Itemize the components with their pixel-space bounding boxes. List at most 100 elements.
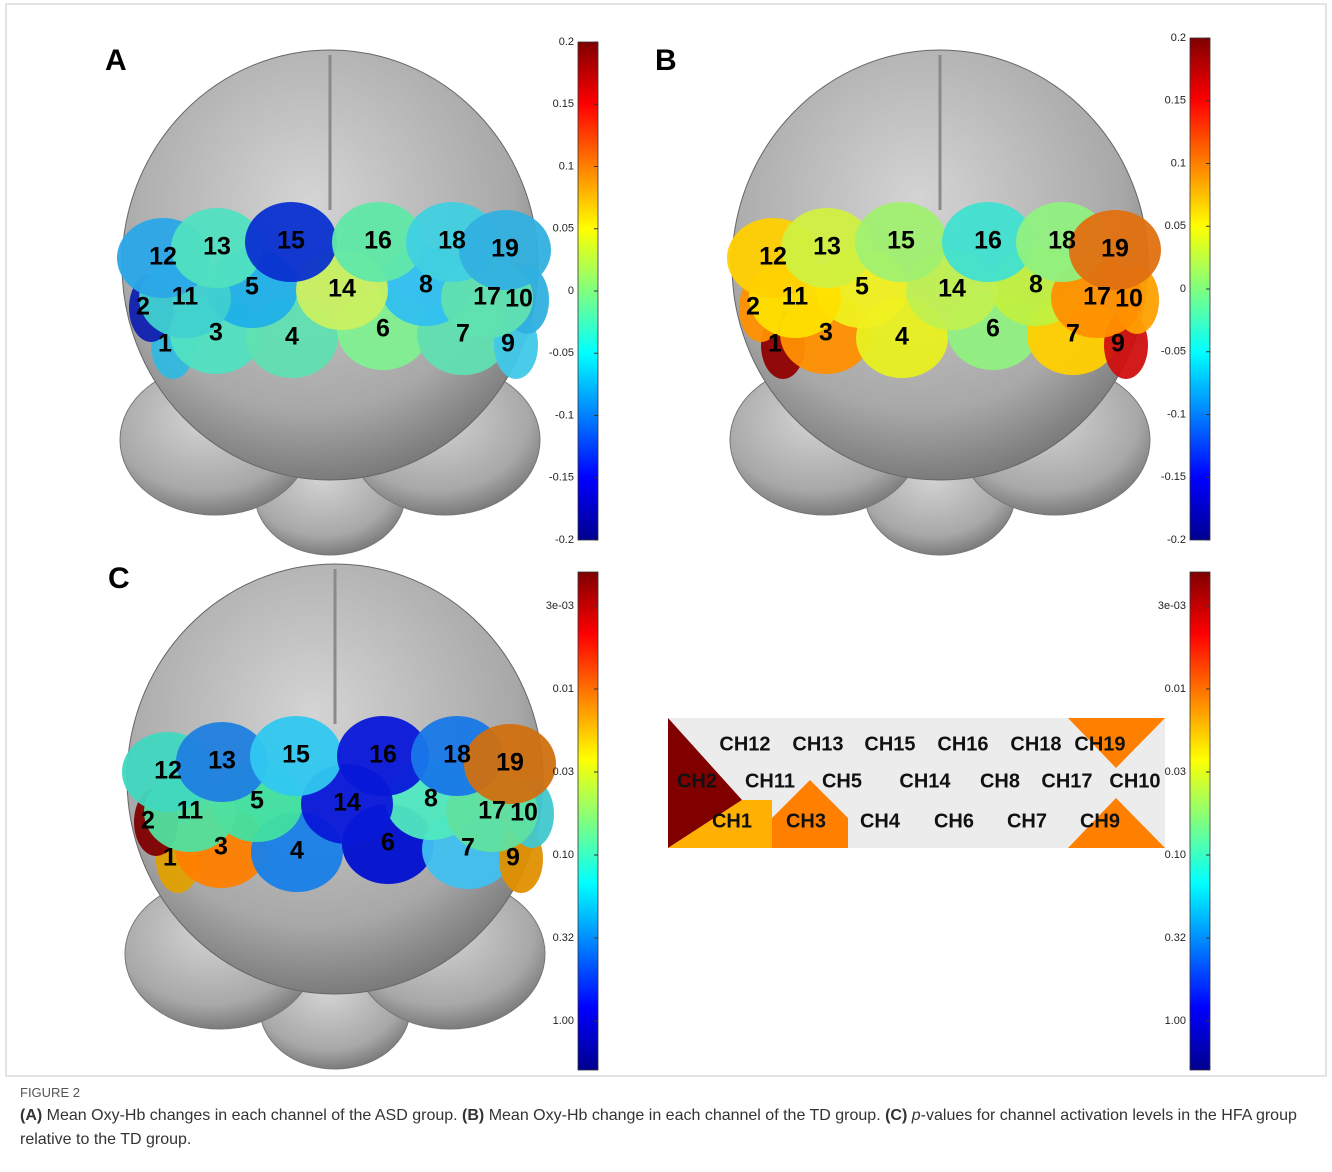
channel-label: 12 bbox=[154, 757, 182, 785]
map-label: CH9 bbox=[1080, 810, 1120, 832]
caption-part: Mean Oxy-Hb change in each channel of th… bbox=[484, 1107, 886, 1124]
channel-label: 13 bbox=[208, 747, 236, 775]
channel-patch bbox=[464, 724, 556, 804]
channel-patch bbox=[855, 202, 947, 282]
channel-patch bbox=[337, 716, 429, 796]
channel-label: 6 bbox=[381, 829, 395, 857]
map-label: CH10 bbox=[1109, 770, 1160, 792]
channel-label: 9 bbox=[501, 330, 515, 358]
colorbar-label: 0.2 bbox=[1171, 32, 1186, 44]
colorbar-label: 0.1 bbox=[1171, 157, 1186, 169]
colorbar-label: 0.05 bbox=[553, 223, 574, 235]
figure-label: FIGURE 2 bbox=[20, 1085, 80, 1100]
channel-map bbox=[668, 718, 1165, 848]
channel-label: 13 bbox=[813, 233, 841, 261]
colorbar-label: 0.2 bbox=[559, 36, 574, 48]
caption-text: (A) Mean Oxy-Hb changes in each channel … bbox=[20, 1104, 1310, 1152]
channel-label: 1 bbox=[163, 844, 177, 872]
map-cell bbox=[1068, 718, 1165, 768]
colorbar-label: 0.10 bbox=[553, 849, 574, 861]
colorbar-label: 1.00 bbox=[1165, 1015, 1186, 1027]
colorbar-label: -0.1 bbox=[1167, 408, 1186, 420]
channel-label: 8 bbox=[419, 271, 433, 299]
channel-label: 2 bbox=[136, 293, 150, 321]
channel-label: 19 bbox=[1101, 235, 1129, 263]
channel-label: 8 bbox=[424, 785, 438, 813]
colorbar-label: 0.15 bbox=[1165, 95, 1186, 107]
panel-letter: B bbox=[655, 44, 677, 77]
colorbar-label: 0.05 bbox=[1165, 220, 1186, 232]
map-label: CH8 bbox=[980, 770, 1020, 792]
map-label: CH5 bbox=[822, 770, 862, 792]
colorbar-label: 0.01 bbox=[1165, 683, 1186, 695]
channel-label: 7 bbox=[1066, 320, 1080, 348]
colorbar-label: -0.1 bbox=[555, 409, 574, 421]
channel-label: 12 bbox=[149, 243, 177, 271]
colorbar-label: 0.03 bbox=[1165, 766, 1186, 778]
colorbar-label: 1.00 bbox=[553, 1015, 574, 1027]
channel-label: 19 bbox=[496, 749, 524, 777]
colorbar-label: 0.32 bbox=[553, 932, 574, 944]
channel-label: 18 bbox=[443, 741, 471, 769]
channel-label: 9 bbox=[506, 844, 520, 872]
channel-label: 2 bbox=[746, 293, 760, 321]
caption-label: (B) bbox=[462, 1107, 485, 1124]
channel-label: 10 bbox=[510, 799, 538, 827]
caption: FIGURE 2 (A) Mean Oxy-Hb changes in each… bbox=[20, 1085, 1310, 1152]
channel-patch bbox=[245, 202, 337, 282]
caption-label: (C) bbox=[885, 1107, 908, 1124]
caption-label: (A) bbox=[20, 1107, 43, 1124]
channel-label: 5 bbox=[855, 273, 869, 301]
channel-label: 6 bbox=[986, 315, 1000, 343]
channel-patch bbox=[332, 202, 424, 282]
channel-label: 2 bbox=[141, 807, 155, 835]
panel-letter: A bbox=[105, 44, 127, 77]
channel-label: 18 bbox=[1048, 227, 1076, 255]
colorbar-label: -0.15 bbox=[1161, 471, 1186, 483]
channel-label: 10 bbox=[505, 285, 533, 313]
channel-label: 12 bbox=[759, 243, 787, 271]
channel-label: 1 bbox=[158, 330, 172, 358]
panel-letter: C bbox=[108, 562, 130, 595]
colorbar-label: -0.2 bbox=[555, 534, 574, 546]
map-label: CH2 bbox=[677, 770, 717, 792]
map-label: CH16 bbox=[937, 733, 988, 755]
map-label: CH17 bbox=[1041, 770, 1092, 792]
map-label: CH6 bbox=[934, 810, 974, 832]
colorbar-label: 0 bbox=[1180, 283, 1186, 295]
caption-part: Mean Oxy-Hb changes in each channel of t… bbox=[42, 1107, 463, 1124]
colorbar-label: 0.15 bbox=[553, 98, 574, 110]
channel-label: 3 bbox=[819, 319, 833, 347]
channel-label: 7 bbox=[461, 834, 475, 862]
channel-patch bbox=[1069, 210, 1161, 290]
map-label: CH3 bbox=[786, 810, 826, 832]
channel-label: 17 bbox=[1083, 283, 1111, 311]
caption-italic: p bbox=[911, 1107, 921, 1124]
channel-label: 4 bbox=[285, 323, 299, 351]
caption-part: -values for channel activation levels in… bbox=[20, 1107, 1297, 1148]
channel-label: 18 bbox=[438, 227, 466, 255]
channel-label: 3 bbox=[209, 319, 223, 347]
colorbar bbox=[577, 571, 599, 1071]
colorbar-label: -0.05 bbox=[549, 347, 574, 359]
channel-patch bbox=[781, 208, 873, 288]
map-cell bbox=[668, 800, 772, 848]
channel-label: 16 bbox=[364, 227, 392, 255]
map-label: CH12 bbox=[719, 733, 770, 755]
colorbar-label: 0.10 bbox=[1165, 849, 1186, 861]
channel-label: 6 bbox=[376, 315, 390, 343]
channel-patch bbox=[250, 716, 342, 796]
channel-label: 15 bbox=[277, 227, 305, 255]
map-label: CH19 bbox=[1074, 733, 1125, 755]
channel-label: 19 bbox=[491, 235, 519, 263]
channel-label: 14 bbox=[328, 275, 356, 303]
channel-patch bbox=[171, 208, 263, 288]
channel-label: 9 bbox=[1111, 330, 1125, 358]
channel-label: 5 bbox=[250, 787, 264, 815]
channel-label: 1 bbox=[768, 330, 782, 358]
channel-label: 7 bbox=[456, 320, 470, 348]
channel-label: 14 bbox=[938, 275, 966, 303]
map-label: CH4 bbox=[860, 810, 901, 832]
